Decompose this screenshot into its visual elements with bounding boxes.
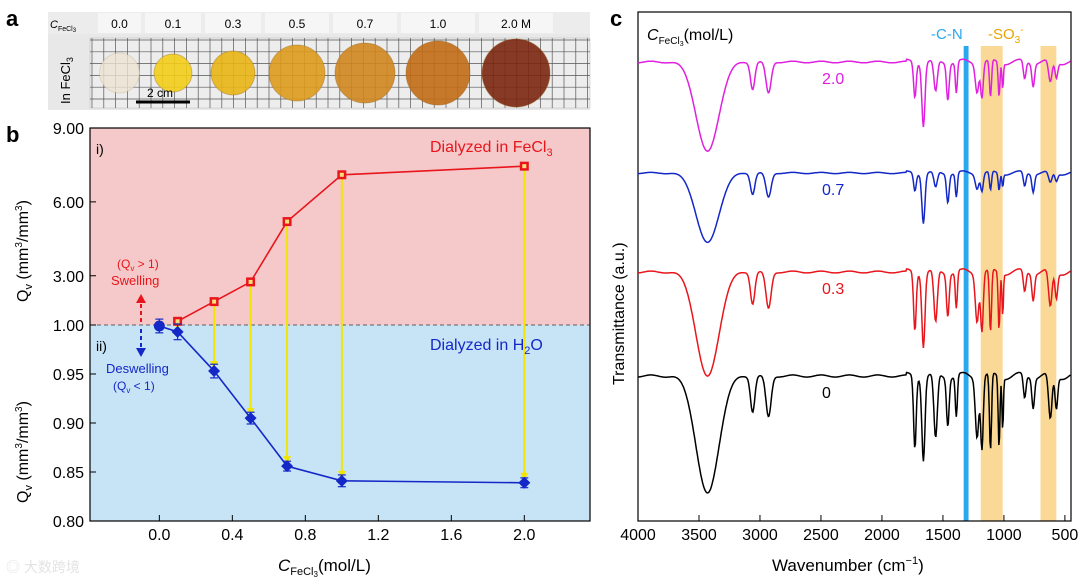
sample-disc (481, 38, 551, 108)
b-ytick-label: 9.00 (53, 121, 84, 138)
b-point-top-core (248, 279, 253, 284)
b-series-line-top (177, 165, 525, 323)
b-ytick-label: 0.90 (53, 416, 84, 433)
sample-disc (99, 52, 140, 94)
conc-label: 0.5 (289, 17, 306, 31)
c-x-label: Wavenumber (cm−1) (772, 555, 924, 575)
b-xtick-label: 1.2 (367, 527, 389, 544)
b-xtick-label: 1.6 (440, 527, 462, 544)
b-point-bot (208, 365, 221, 378)
sample-disc (210, 50, 256, 96)
annotation-h2o: Dialyzed in H2O (430, 337, 543, 357)
spectrum-0.3 (638, 268, 1071, 377)
spectrum-label: 0 (822, 385, 831, 402)
band-cn (963, 46, 969, 521)
b-ytick-label: 0.85 (53, 465, 84, 482)
c-xtick-label: 4000 (620, 527, 656, 544)
b-xtick-label: 2.0 (513, 527, 535, 544)
conc-cell (333, 13, 397, 33)
panel-label-c: c (610, 6, 622, 31)
sample-disc (268, 44, 326, 102)
b-ytick-label: 0.80 (53, 514, 84, 531)
c-xtick-label: 1500 (925, 527, 961, 544)
b-y-label-bot: Qv (mm3/mm3) (14, 401, 35, 503)
panel-label-a: a (6, 6, 19, 31)
scale-bar-label: 2 cm (147, 86, 173, 100)
b-point-bot (153, 320, 165, 332)
side-label: In FeCl3 (58, 57, 75, 104)
b-point-bot (281, 460, 294, 473)
b-ytick-label: 6.00 (53, 195, 84, 212)
b-point-top-core (212, 299, 217, 304)
b-point-top-core (285, 219, 290, 224)
swelling-label: Swelling (111, 273, 159, 288)
b-ytick-label: 0.95 (53, 367, 84, 384)
c-xtick-label: 3500 (681, 527, 717, 544)
conc-cell (145, 13, 201, 33)
b-xtick-label: 0.8 (294, 527, 316, 544)
spectrum-label: 2.0 (822, 71, 844, 88)
band-label-so3: -SO3- (988, 25, 1024, 46)
region-label-ii: ii) (96, 338, 107, 354)
band-label-cn: -C-N (931, 26, 963, 43)
b-point-bot (244, 412, 257, 425)
c-xtick-label: 3000 (742, 527, 778, 544)
c-y-label: Transmittance (a.u.) (611, 242, 628, 385)
b-ytick-label: 1.00 (53, 318, 84, 335)
sample-disc (153, 53, 193, 93)
spectrum-0.7 (638, 170, 1071, 244)
watermark: ◎ 大数跨境 (6, 559, 80, 575)
c-xtick-label: 1000 (986, 527, 1022, 544)
spectrum-0 (638, 371, 1071, 494)
panel-label-b: b (6, 122, 19, 147)
b-point-bot (518, 476, 531, 489)
sample-disc (334, 42, 396, 104)
conc-label: 0.7 (357, 17, 374, 31)
b-xtick-label: 0.0 (148, 527, 170, 544)
conc-label: 2.0 M (501, 17, 531, 31)
c-xtick-label: 2500 (803, 527, 839, 544)
conc-cell (98, 13, 141, 33)
conc-label: 0.3 (225, 17, 242, 31)
conc-label: 1.0 (430, 17, 447, 31)
annotation-fecl3: Dialyzed in FeCl3 (430, 139, 553, 159)
deswelling-condition: (Qv < 1) (113, 379, 155, 395)
swelling-condition: (Qv > 1) (117, 257, 159, 273)
region-label-i: i) (96, 141, 104, 157)
b-point-bot (335, 474, 348, 487)
b-point-top-core (175, 319, 180, 324)
panel-c-chart: 4000 3500 3000 2500 2000 1500 1000 500 2.0 0.7 0.… (611, 11, 1079, 575)
b-point-top-core (522, 164, 527, 169)
conc-cell (401, 13, 475, 33)
panel-a-photo-strip: CFeCl3 0.0 0.1 0.3 0.5 0.7 1.0 2.0 M In FeCl3 … (48, 12, 591, 110)
b-y-label-top: Qv (mm3/mm3) (14, 200, 35, 302)
conc-symbol: CFeCl3 (50, 19, 77, 34)
b-xtick-label: 0.4 (221, 527, 243, 544)
conc-label: 0.0 (111, 17, 128, 31)
spectrum-2.0 (637, 58, 1071, 152)
b-point-top-core (339, 172, 344, 177)
deswelling-label: Deswelling (106, 361, 169, 376)
conc-cell (265, 13, 329, 33)
conc-label: 0.1 (165, 17, 182, 31)
b-point-bot (171, 325, 184, 338)
b-x-label: CFeCl3(mol/L) (278, 556, 371, 579)
sample-disc (405, 40, 471, 106)
b-ytick-label: 3.00 (53, 269, 84, 286)
c-title: CFeCl3(mol/L) (647, 27, 733, 48)
conc-cell (205, 13, 261, 33)
panel-b-chart: 9.00 6.00 3.00 1.00 0.95 0.90 0.85 0.80 0.0 0.4… (14, 121, 591, 579)
spectrum-label: 0.7 (822, 182, 844, 199)
spectrum-label: 0.3 (822, 281, 844, 298)
c-xtick-label: 2000 (864, 527, 900, 544)
conc-cell (479, 13, 553, 33)
c-xtick-label: 500 (1052, 527, 1079, 544)
